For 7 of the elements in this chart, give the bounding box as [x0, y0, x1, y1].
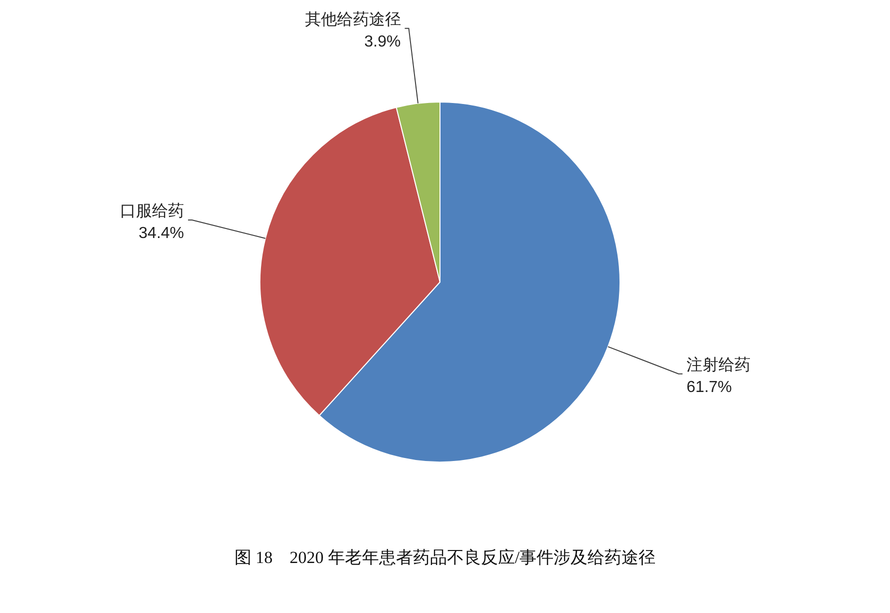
text: 图 18 2020 年老年患者药品不良反应/事件涉及给药途径 — [234, 548, 656, 567]
data-label: 3.9% — [364, 33, 401, 50]
slice-label: 注射给药 — [686, 356, 751, 374]
data-label: 34.4% — [138, 224, 184, 242]
data-label: 61.7% — [686, 378, 732, 396]
slice-label: 其他给药途径 — [304, 10, 401, 28]
slice-label: 口服给药 — [120, 202, 184, 220]
